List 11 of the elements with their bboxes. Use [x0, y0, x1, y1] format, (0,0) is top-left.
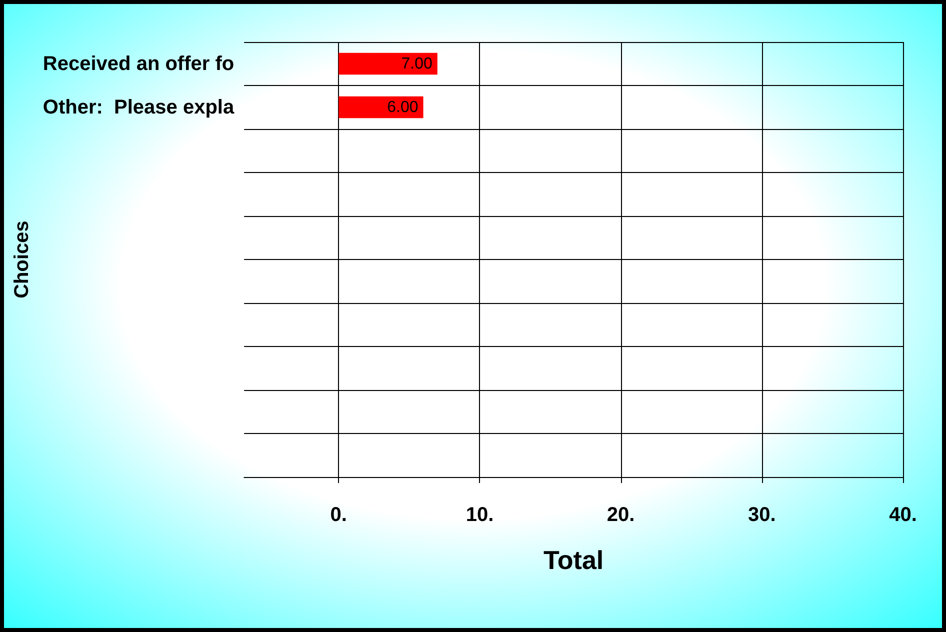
data-label: 7.00: [401, 55, 432, 72]
x-tick-label: 10.: [466, 504, 494, 526]
data-label: 6.00: [387, 98, 418, 116]
y-tick-label: Other: Please expla: [42, 96, 235, 118]
x-tick-label: 40.: [889, 504, 917, 526]
x-tick-label: 20.: [606, 504, 635, 526]
x-tick-label: 30.: [748, 504, 776, 526]
y-tick-label: Received an offer fo: [42, 52, 234, 75]
x-axis-title: Total: [543, 545, 604, 575]
y-axis-title: Choices: [11, 220, 33, 298]
x-tick-label: 0.: [330, 504, 347, 526]
